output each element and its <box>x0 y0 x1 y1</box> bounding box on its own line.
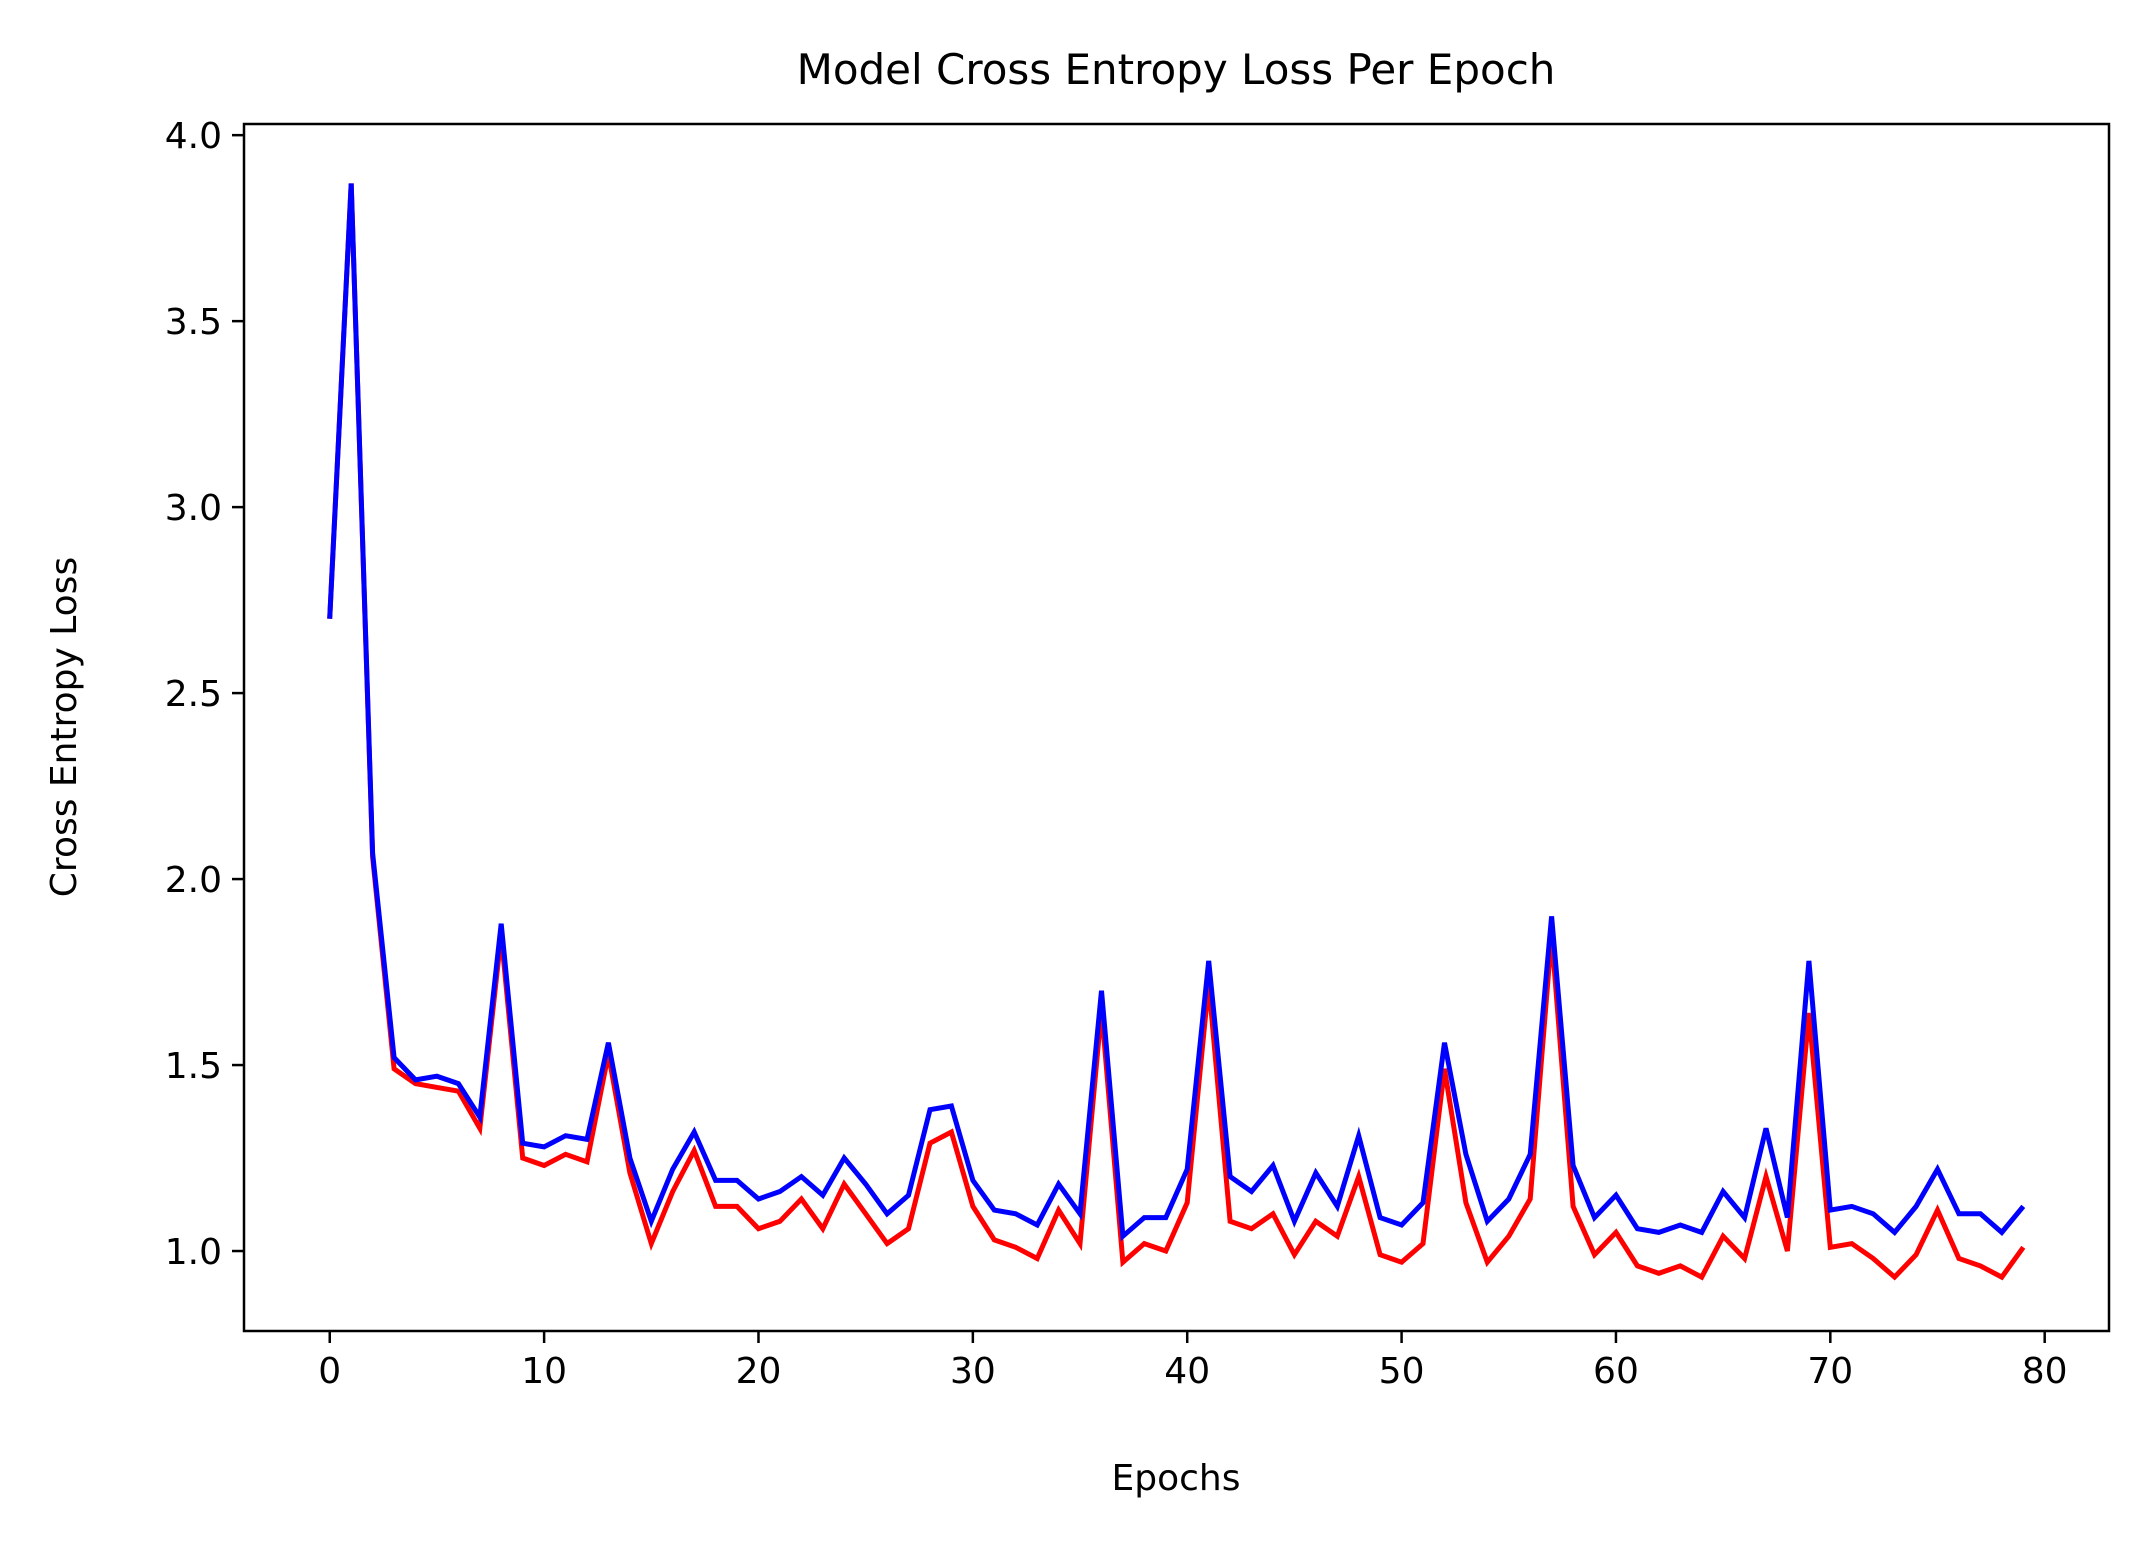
y-tick-label: 1.0 <box>165 1232 222 1273</box>
x-tick-label: 30 <box>950 1351 996 1392</box>
y-tick-label: 4.0 <box>165 116 222 157</box>
x-axis-ticks: 0 10 20 30 40 50 60 70 80 <box>318 1331 2068 1392</box>
chart-title: Model Cross Entropy Loss Per Epoch <box>797 45 1556 94</box>
y-tick-label: 2.5 <box>165 674 222 715</box>
x-tick-label: 80 <box>2022 1351 2068 1392</box>
x-tick-label: 0 <box>318 1351 341 1392</box>
x-tick-label: 70 <box>1807 1351 1853 1392</box>
x-tick-label: 10 <box>521 1351 567 1392</box>
x-axis-label: Epochs <box>1112 1458 1241 1499</box>
y-axis-ticks: 1.0 1.5 2.0 2.5 3.0 3.5 4.0 <box>165 116 244 1273</box>
x-tick-label: 50 <box>1379 1351 1425 1392</box>
x-tick-label: 60 <box>1593 1351 1639 1392</box>
series-layer <box>327 183 2026 1281</box>
series-line-2 <box>327 183 2026 1242</box>
y-tick-label: 3.5 <box>165 302 222 343</box>
x-tick-label: 40 <box>1164 1351 1210 1392</box>
plot-frame <box>242 122 2111 1333</box>
x-tick-label: 20 <box>736 1351 782 1392</box>
y-axis-label: Cross Entropy Loss <box>44 557 85 897</box>
plot-area <box>327 183 2026 1281</box>
y-tick-label: 2.0 <box>165 860 222 901</box>
y-tick-label: 3.0 <box>165 488 222 529</box>
y-tick-label: 1.5 <box>165 1046 222 1087</box>
